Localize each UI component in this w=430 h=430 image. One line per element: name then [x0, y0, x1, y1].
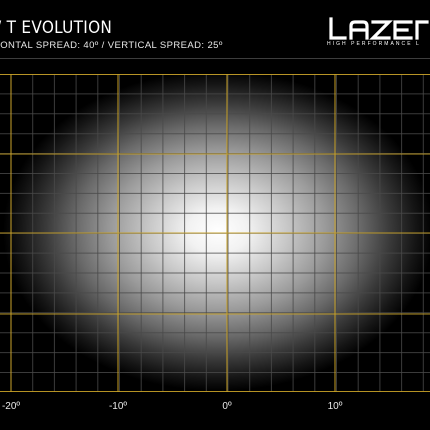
product-title: / T EVOLUTION [0, 18, 113, 38]
header-divider [0, 58, 430, 59]
spread-specs: ZONTAL SPREAD: 40º / VERTICAL SPREAD: 25… [0, 40, 223, 51]
x-tick-label: -20º [1, 401, 21, 412]
beam-pattern-plot [0, 74, 430, 392]
brand-tagline: HIGH PERFORMANCE L [327, 41, 421, 47]
x-tick-label: 0º [222, 401, 232, 412]
x-tick-label: 10º [327, 401, 343, 412]
x-tick-label: -10º [108, 401, 128, 412]
brand-logo [329, 17, 429, 40]
grid-overlay [0, 74, 430, 392]
